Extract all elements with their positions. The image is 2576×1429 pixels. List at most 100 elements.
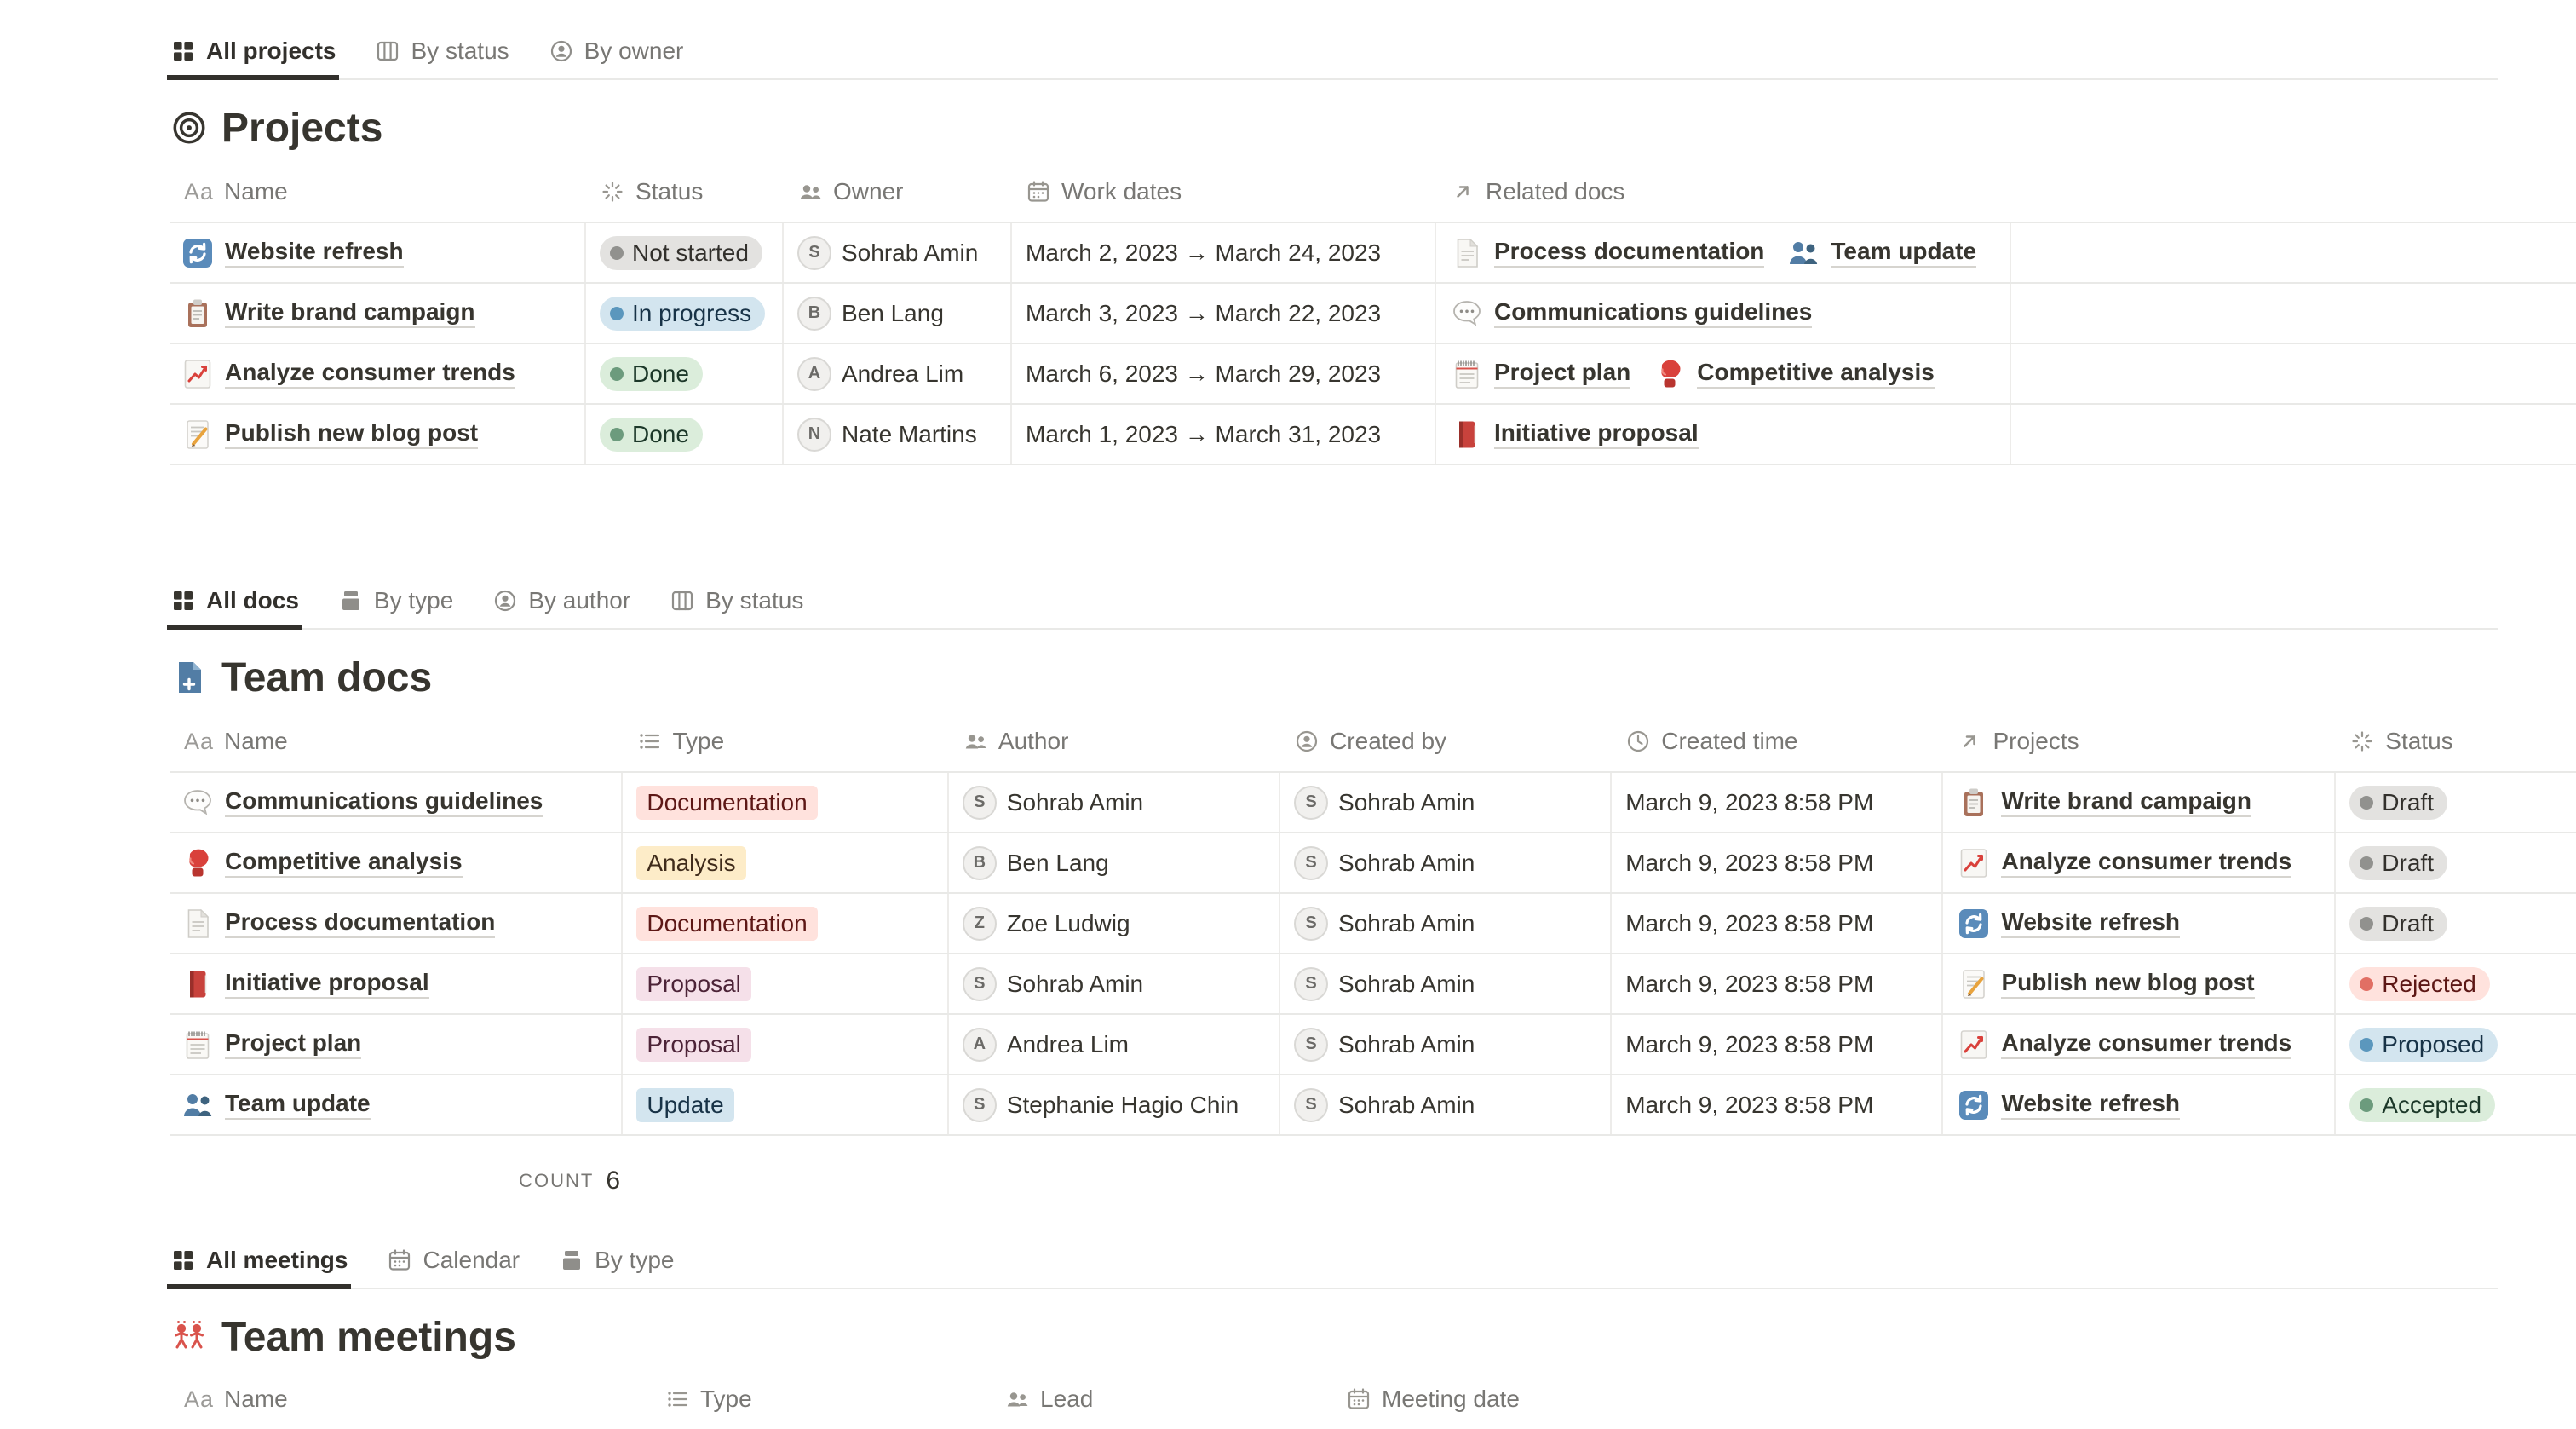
project-relation-link[interactable]: Website refresh [1957,1088,2181,1122]
related-doc-link[interactable]: Communications guidelines [1450,297,1813,331]
tab-all-meetings[interactable]: All meetings [166,1233,352,1289]
status-badge[interactable]: In progress [600,296,766,331]
created-by-person: S Sohrab Amin [1294,1087,1475,1122]
tab-calendar[interactable]: Calendar [387,1233,520,1288]
column-header-label: Work dates [1061,178,1182,205]
column-header-label: Related docs [1486,178,1625,205]
name-cell: Communications guidelines [170,773,624,832]
doc-name-link[interactable]: Competitive analysis [181,846,463,880]
column-header-status[interactable]: Status [2336,728,2576,755]
author-person: S Sohrab Amin [962,966,1143,1001]
column-header-owner[interactable]: Owner [784,178,1012,205]
tab-by-type[interactable]: By type [559,1233,675,1288]
doc-name-link[interactable]: Initiative proposal [181,967,429,1001]
project-name-link[interactable]: Publish new blog post [181,418,479,452]
tab-all-docs[interactable]: All docs [167,573,302,630]
grid-view-icon [170,588,196,614]
avatar: S [1294,845,1329,880]
table-row: Write brand campaign In progress B Ben Lang… [170,284,2576,344]
column-header-meeting-date[interactable]: Meeting date [1332,1386,1673,1413]
doc-name-link-label: Communications guidelines [225,787,543,817]
page-title-text: Projects [221,105,383,151]
related-doc-link[interactable]: Process documentation [1450,236,1765,270]
project-relation-link[interactable]: Write brand campaign [1957,786,2251,820]
empty-cell [2011,344,2498,403]
grid-view-icon [170,1247,196,1273]
avatar: S [1294,1027,1329,1062]
status-badge[interactable]: Not started [600,235,762,270]
projects-table-header: Aa Name Status Owner Work dates Related docs [170,162,2576,223]
column-header-author[interactable]: Author [949,728,1280,755]
board-view-icon [375,38,400,64]
project-relation-link-label: Publish new blog post [2001,969,2255,999]
column-header-name[interactable]: Aa Name [170,178,586,205]
tab-by-status[interactable]: By status [375,24,509,78]
doc-name-link[interactable]: Communications guidelines [181,786,543,820]
status-cell: In progress [586,284,784,343]
project-relation-link[interactable]: Analyze consumer trends [1957,846,2292,880]
related-doc-link[interactable]: Initiative proposal [1450,418,1699,452]
doc-name-link[interactable]: Process documentation [181,907,496,941]
status-label: Rejected [2382,970,2476,997]
column-header-name[interactable]: Aa Name [170,728,623,755]
author-cell: S Sohrab Amin [949,954,1281,1013]
type-tag[interactable]: Proposal [636,966,751,1001]
related-doc-link-label: Team update [1831,238,1977,268]
projects-section: All projects By status By owner Projects A… [166,24,2576,465]
tab-by-author[interactable]: By author [492,573,630,628]
text-aa-icon: Aa [184,1386,215,1412]
type-cell: Proposal [623,954,949,1013]
type-tag[interactable]: Documentation [636,785,818,820]
speech-bubble-icon [1450,297,1484,331]
status-badge[interactable]: Done [600,417,703,452]
stack-view-icon [559,1247,584,1273]
project-relation-link[interactable]: Analyze consumer trends [1957,1028,2292,1062]
column-header-status[interactable]: Status [586,178,784,205]
status-badge[interactable]: Draft [2349,906,2447,941]
type-tag[interactable]: Update [636,1087,734,1122]
count-aggregate[interactable]: COUNT 6 [170,1157,620,1205]
column-header-created-time[interactable]: Created time [1612,728,1943,755]
tab-by-status[interactable]: By status [670,573,803,628]
column-header-name[interactable]: Aa Name [170,1386,651,1413]
column-header-projects[interactable]: Projects [1943,728,2336,755]
doc-name-link[interactable]: Team update [181,1088,371,1122]
column-header-type[interactable]: Type [623,728,948,755]
project-name-link[interactable]: Write brand campaign [181,297,475,331]
column-header-related-docs[interactable]: Related docs [1436,178,2011,205]
related-docs-links: Process documentation Team update [1450,236,1977,270]
column-header-created-by[interactable]: Created by [1280,728,1612,755]
related-doc-link[interactable]: Project plan [1450,357,1631,391]
status-cell: Draft [2336,773,2576,832]
type-cell: Documentation [623,773,949,832]
tab-by-type[interactable]: By type [338,573,453,628]
created-time-cell: March 9, 2023 8:58 PM [1612,1015,1944,1074]
related-doc-link[interactable]: Competitive analysis [1653,357,1935,391]
type-tag[interactable]: Proposal [636,1027,751,1062]
tab-by-owner[interactable]: By owner [549,24,683,78]
status-badge[interactable]: Done [600,356,703,391]
type-tag[interactable]: Analysis [636,845,746,880]
column-header-type[interactable]: Type [651,1386,991,1413]
column-header-lead[interactable]: Lead [991,1386,1332,1413]
tab-all-projects[interactable]: All projects [166,24,340,80]
created-time-cell: March 9, 2023 8:58 PM [1612,833,1944,892]
project-relation-link[interactable]: Website refresh [1957,907,2181,941]
project-name-link[interactable]: Website refresh [181,236,404,270]
arrow-ne-icon [1450,179,1475,205]
type-tag[interactable]: Documentation [636,906,818,941]
status-badge[interactable]: Rejected [2349,966,2490,1001]
status-cell: Draft [2336,833,2576,892]
column-header-work-dates[interactable]: Work dates [1012,178,1436,205]
doc-name-link[interactable]: Project plan [181,1028,362,1062]
project-relation-link[interactable]: Publish new blog post [1957,967,2255,1001]
project-name-link[interactable]: Analyze consumer trends [181,357,515,391]
work-dates-cell: March 6, 2023 → March 29, 2023 [1012,344,1436,403]
status-badge[interactable]: Draft [2349,785,2447,820]
status-badge[interactable]: Accepted [2349,1087,2496,1122]
status-badge[interactable]: Proposed [2349,1027,2498,1062]
status-badge[interactable]: Draft [2349,845,2447,880]
type-tag-label: Analysis [647,849,736,876]
related-doc-link[interactable]: Team update [1786,236,1977,270]
created-time-text: March 9, 2023 8:58 PM [1625,909,1874,936]
